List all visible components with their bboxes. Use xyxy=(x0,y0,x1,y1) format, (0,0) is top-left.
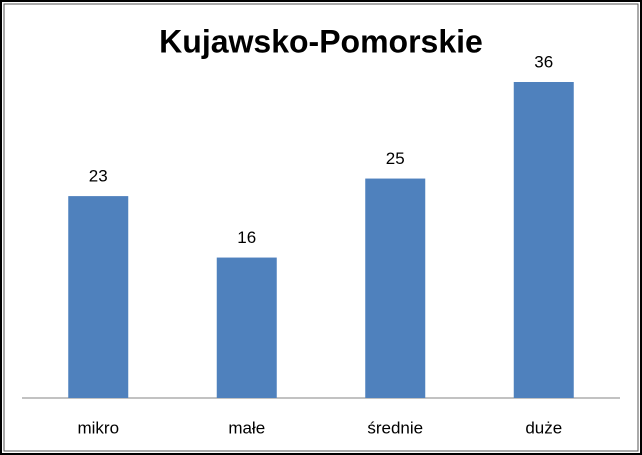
data-label: 23 xyxy=(89,167,108,186)
x-tick-label: średnie xyxy=(367,418,423,437)
data-label: 16 xyxy=(237,228,256,247)
x-tick-label: duże xyxy=(525,418,562,437)
bar xyxy=(68,196,129,398)
data-label: 36 xyxy=(534,52,553,71)
x-tick-label: małe xyxy=(228,418,265,437)
data-label: 25 xyxy=(386,149,405,168)
bar xyxy=(513,82,574,398)
bar xyxy=(365,178,426,398)
chart-inner-frame xyxy=(3,3,639,452)
x-tick-label: mikro xyxy=(77,418,119,437)
bar xyxy=(216,257,277,398)
chart-title: Kujawsko-Pomorskie xyxy=(159,23,483,59)
